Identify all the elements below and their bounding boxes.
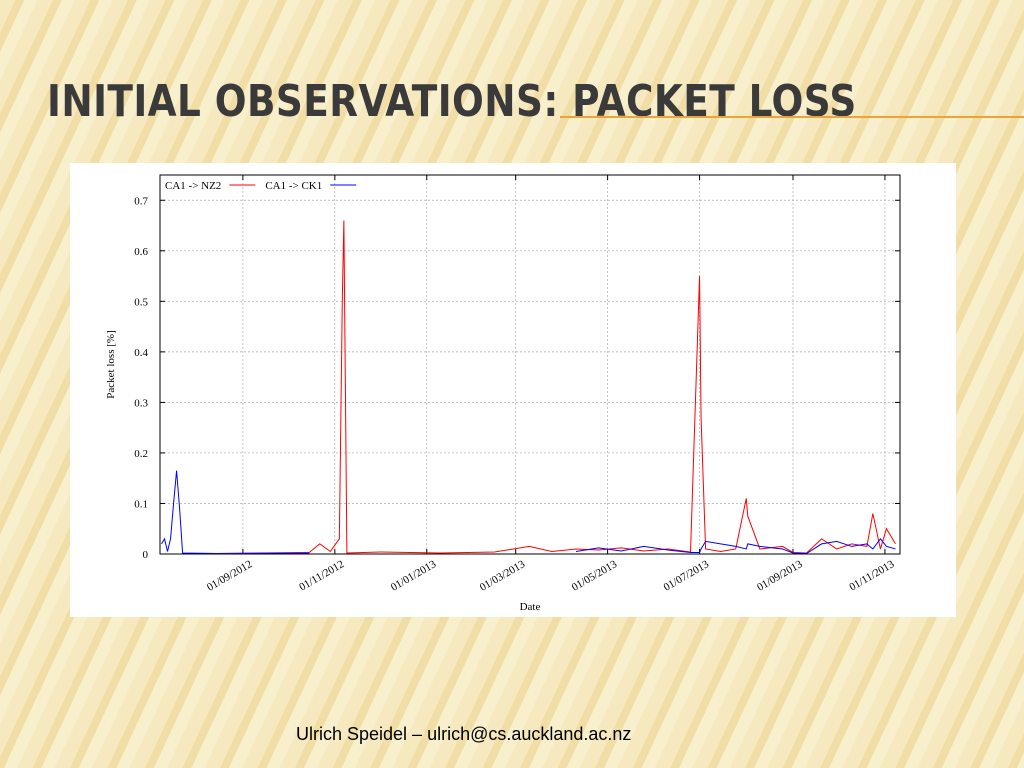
x-tick-label: 01/11/2012	[297, 558, 346, 593]
y-tick-label: 0.7	[134, 195, 148, 207]
plot-frame	[159, 174, 901, 555]
y-tick-label: 0	[143, 549, 149, 561]
title-rule	[560, 116, 1024, 118]
legend-label: CA1 -> CK1	[265, 180, 322, 192]
footer: Ulrich Speidel – ulrich@cs.auckland.ac.n…	[296, 724, 632, 744]
x-tick-label: 01/09/2012	[205, 558, 254, 593]
series-line	[217, 220, 896, 554]
y-tick-label: 0.2	[134, 448, 148, 460]
slide-title: INITIAL OBSERVATIONS: PACKET LOSS	[47, 76, 857, 127]
x-tick-label: 01/11/2013	[847, 558, 896, 593]
x-tick-label: 01/01/2013	[389, 558, 439, 594]
y-tick-label: 0.5	[134, 296, 148, 308]
x-tick-label: 01/09/2013	[755, 558, 805, 594]
y-tick-label: 0.1	[134, 498, 148, 510]
y-tick-label: 0.3	[134, 397, 148, 409]
series-line	[161, 470, 896, 555]
y-tick-label: 0.4	[134, 347, 148, 359]
y-tick-label: 0.6	[134, 246, 148, 258]
legend-label: CA1 -> NZ2	[165, 180, 221, 192]
x-tick-label: 01/05/2013	[570, 558, 620, 594]
x-tick-label: 01/03/2013	[478, 558, 528, 594]
chart: 0 0.1 0.2 0.3 0.4 0.5 0.6 0.7 01/09/2012 01/11/20…	[70, 163, 956, 617]
x-tick-label: 01/07/2013	[662, 558, 712, 594]
y-axis-label: Packet loss [%]	[105, 330, 117, 398]
x-axis-label: Date	[520, 601, 541, 613]
